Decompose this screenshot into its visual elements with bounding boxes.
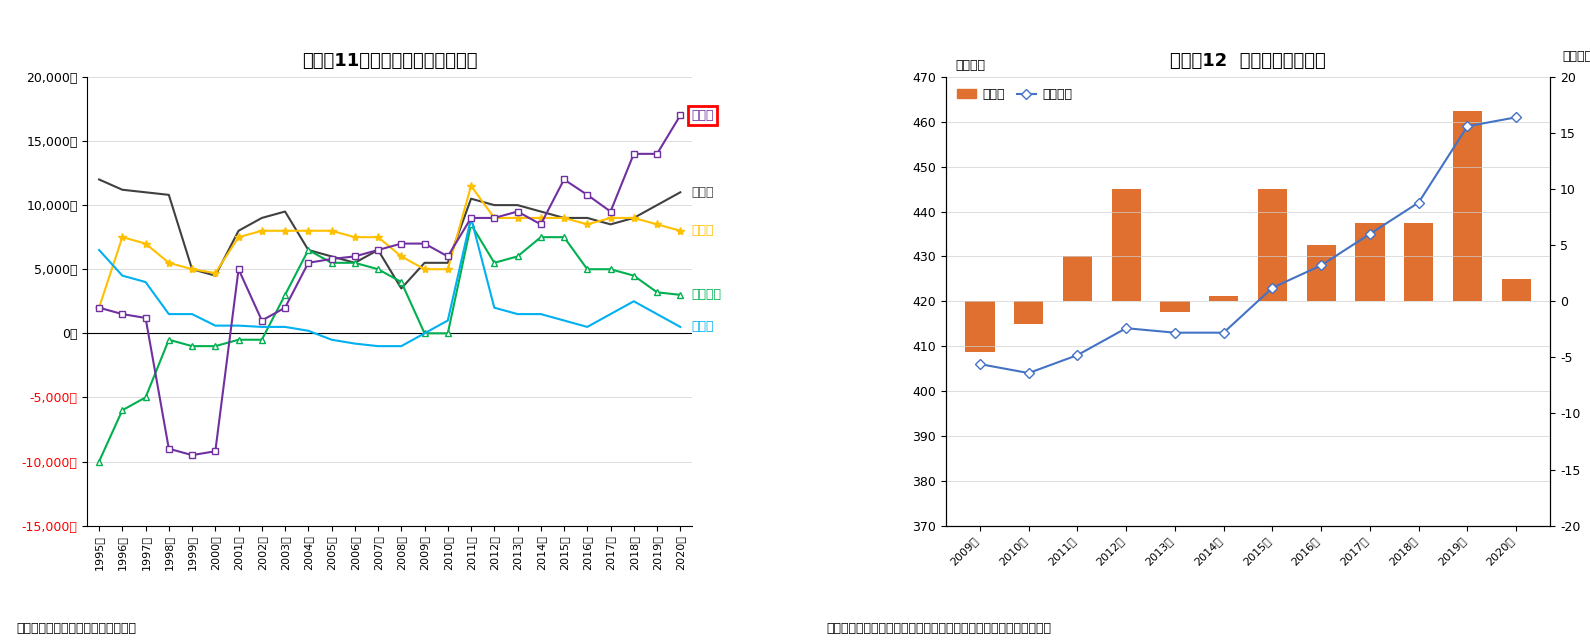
Bar [1355, 222, 1385, 301]
Text: （出所）大阪府「大阪の就業状況」を基にニッセイ基礎研究所作成: （出所）大阪府「大阪の就業状況」を基にニッセイ基礎研究所作成 [827, 622, 1053, 635]
Bar [1014, 301, 1043, 324]
Bar [1453, 110, 1482, 301]
Bar [1501, 279, 1531, 301]
Text: 名古屋市: 名古屋市 [692, 288, 722, 301]
Legend: 前年比, 就業者数: 前年比, 就業者数 [952, 83, 1076, 106]
Bar [1111, 189, 1140, 301]
Text: 福岡市: 福岡市 [692, 224, 714, 237]
Text: 仙台市: 仙台市 [692, 320, 714, 333]
Title: 図表－12  大阪府の就業者数: 図表－12 大阪府の就業者数 [1170, 52, 1326, 70]
Text: 大阪市: 大阪市 [692, 109, 714, 122]
Bar [1161, 301, 1189, 312]
Title: 図表－11　主要都市の転入超過数: 図表－11 主要都市の転入超過数 [302, 52, 477, 70]
Text: （万人）: （万人） [956, 60, 986, 72]
Bar [1258, 189, 1286, 301]
Bar [1208, 296, 1239, 301]
Bar [1307, 245, 1336, 301]
Text: （前年比　万人）: （前年比 万人） [1563, 51, 1590, 63]
Text: （出所）住民基本台帳人口移動報告: （出所）住民基本台帳人口移動報告 [16, 622, 135, 635]
Bar [965, 301, 994, 352]
Text: 札幌市: 札幌市 [692, 186, 714, 199]
Bar [1062, 256, 1092, 301]
Bar [1404, 222, 1433, 301]
